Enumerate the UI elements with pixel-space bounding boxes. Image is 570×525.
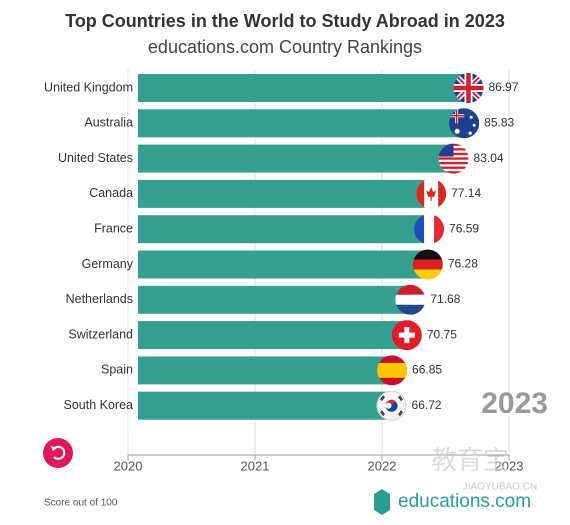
category-label: Spain — [101, 363, 133, 377]
bar — [138, 321, 407, 350]
bar — [138, 285, 411, 314]
bar — [138, 215, 430, 244]
bar — [138, 250, 428, 279]
category-label: United Kingdom — [44, 80, 133, 94]
value-label: 86.97 — [488, 80, 518, 94]
replay-circle[interactable] — [43, 438, 73, 468]
bar — [138, 74, 469, 102]
value-label: 85.83 — [484, 115, 514, 129]
value-label: 66.85 — [412, 363, 442, 377]
watermark: 教育宝 — [431, 445, 509, 475]
chart-subtitle: educations.com Country Rankings — [148, 37, 422, 57]
bar — [138, 179, 432, 208]
flag — [439, 144, 469, 174]
flag — [392, 320, 422, 350]
logo: educations.com — [398, 491, 531, 512]
bar — [138, 356, 393, 385]
chart-title: Top Countries in the World to Study Abro… — [65, 11, 505, 31]
timeline-tick-label: 2022 — [368, 458, 397, 473]
flag — [377, 391, 407, 421]
timeline-tick-label: 2021 — [241, 458, 270, 473]
category-label: United States — [58, 151, 133, 165]
timeline-tick-label: 2020 — [114, 458, 143, 473]
flag — [453, 73, 483, 103]
timeline-tick-label: 2023 — [495, 458, 524, 473]
bar — [138, 144, 454, 173]
value-label: 66.72 — [412, 398, 442, 412]
value-label: 76.59 — [449, 221, 479, 235]
logo-icon — [374, 489, 390, 515]
replay-icon — [52, 445, 66, 460]
category-label: Switzerland — [68, 327, 133, 341]
value-label: 83.04 — [474, 151, 504, 165]
value-label: 71.68 — [430, 292, 460, 306]
bar — [138, 109, 465, 138]
replay-button[interactable] — [43, 438, 73, 468]
flag — [416, 179, 446, 209]
current-year: 2023 — [481, 387, 548, 420]
category-label: Netherlands — [66, 292, 133, 306]
flag — [395, 285, 425, 315]
flag — [377, 355, 407, 385]
flag — [414, 214, 444, 244]
value-label: 76.28 — [448, 257, 478, 271]
replay-arrow — [51, 446, 57, 451]
flag — [449, 108, 479, 138]
watermark-url: JIAOYUBAO.CN — [463, 482, 537, 493]
category-label: France — [94, 221, 133, 235]
flag — [413, 250, 443, 280]
category-label: Canada — [89, 186, 133, 200]
category-label: Germany — [82, 257, 134, 271]
value-label: 77.14 — [451, 186, 481, 200]
footnote: Score out of 100 — [44, 498, 118, 509]
category-label: South Korea — [64, 398, 134, 412]
value-label: 70.75 — [427, 327, 457, 341]
category-label: Australia — [84, 116, 133, 130]
bar — [138, 391, 392, 420]
